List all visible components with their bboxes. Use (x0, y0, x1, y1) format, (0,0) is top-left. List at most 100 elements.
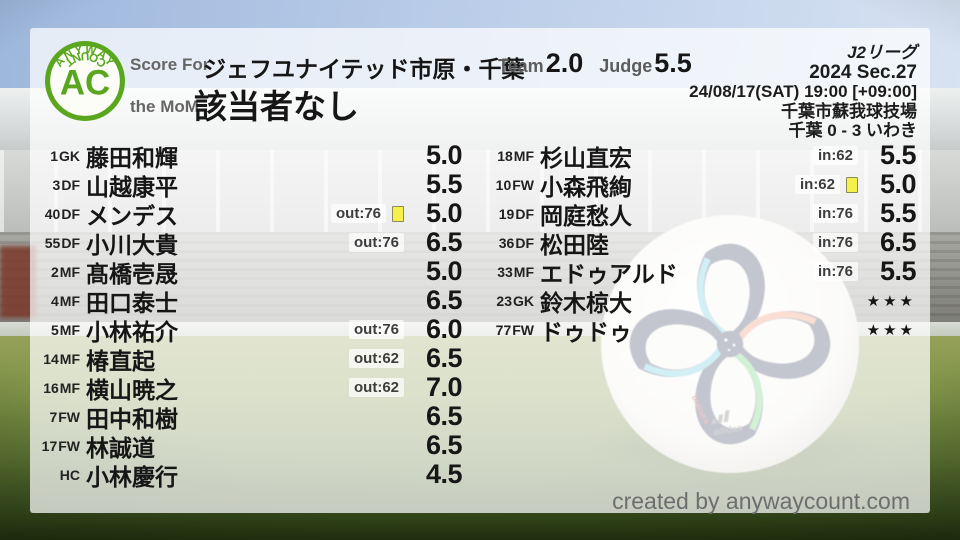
player-name: 林誠道 (86, 434, 155, 461)
player-row: 33 MF エドゥアルド in:76 5.5 (492, 256, 917, 287)
mom-value: 該当者なし (194, 88, 359, 125)
player-position: FW (512, 176, 534, 193)
player-name: 藤田和輝 (86, 144, 178, 171)
player-number-position: 3 DF (38, 177, 80, 193)
player-number: 33 (497, 263, 513, 280)
player-position: DF (515, 205, 534, 222)
team-name: ジェフユナイテッド市原・千葉 (203, 56, 525, 82)
player-name: エドゥアルド (540, 260, 678, 287)
player-score: 5.0 (425, 198, 463, 228)
player-number-position: 16 MF (38, 380, 80, 396)
player-number-position: 10 FW (492, 177, 534, 193)
score-for-label: Score For (130, 55, 210, 74)
player-number-position: 17 FW (38, 438, 80, 454)
player-number-position: 5 MF (38, 322, 80, 338)
player-number-position: 23 GK (492, 293, 534, 309)
player-name: 小森飛絢 (540, 173, 632, 200)
player-score: 5.5 (879, 198, 917, 228)
team-judge-scores: Team 2.0 Judge 5.5 (498, 48, 692, 79)
players-right-column: 18 MF 杉山直宏 in:62 5.5 10 FW 小森飛絢 in:62 5.0 … (492, 140, 917, 345)
player-score: 6.5 (425, 430, 463, 460)
player-number-position: HC (38, 467, 80, 483)
player-number: 14 (43, 350, 59, 367)
substitution-badge: out:62 (349, 377, 404, 398)
player-row: 55 DF 小川大貴 out:76 6.5 (38, 227, 463, 258)
player-score: 6.5 (425, 343, 463, 373)
player-name: ドゥドゥ (540, 318, 632, 345)
player-score: 6.5 (425, 285, 463, 315)
player-position: MF (59, 321, 80, 338)
anywaycount-logo: ANYWAY COUNT AC (45, 41, 125, 121)
player-score: 6.0 (425, 314, 463, 344)
player-name: 鈴木椋大 (540, 289, 632, 316)
player-position: MF (513, 147, 534, 164)
match-info-datetime: 24/08/17(SAT) 19:00 [+09:00] (689, 82, 917, 101)
player-name: 岡庭愁人 (540, 202, 632, 229)
player-position: MF (513, 263, 534, 280)
player-row: 16 MF 横山暁之 out:62 7.0 (38, 372, 462, 403)
player-number: 40 (44, 205, 61, 222)
player-number-position: 33 MF (492, 264, 534, 280)
player-name: 横山暁之 (86, 376, 178, 403)
player-row: 5 MF 小林祐介 out:76 6.0 (38, 314, 463, 345)
player-name: 杉山直宏 (540, 144, 632, 171)
player-score: 5.5 (425, 169, 463, 199)
player-position: FW (58, 437, 80, 454)
judge-score-value: 5.5 (654, 48, 692, 78)
match-info-section: 2024 Sec.27 (809, 61, 917, 83)
player-score: 5.0 (879, 169, 917, 199)
player-row: HC 小林慶行 4.5 (38, 459, 463, 490)
player-row: 36 DF 松田陸 in:76 6.5 (492, 227, 917, 258)
team-score-label: Team (498, 56, 544, 76)
player-row: 14 MF 椿直起 out:62 6.5 (38, 343, 463, 374)
player-position: GK (513, 292, 534, 309)
match-info: J2リーグ 2024 Sec.27 24/08/17(SAT) 19:00 [+… (689, 43, 917, 141)
substitution-badge: in:62 (794, 174, 840, 195)
player-position: DF (61, 205, 80, 222)
match-info-league: J2リーグ (847, 43, 917, 62)
player-name: 小川大貴 (86, 231, 178, 258)
player-score: 6.5 (425, 227, 463, 257)
player-number: 2 (50, 263, 59, 280)
player-name: 田口泰士 (86, 289, 178, 316)
player-score: ★★★ (866, 292, 916, 310)
player-score: 5.5 (879, 256, 917, 286)
player-number-position: 55 DF (38, 235, 80, 251)
substitution-badge: in:76 (812, 261, 858, 282)
player-number: 55 (44, 234, 61, 251)
player-number-position: 1 GK (38, 148, 80, 164)
player-name: 田中和樹 (86, 405, 178, 432)
yellow-card-icon (392, 205, 404, 222)
player-number: 7 (49, 408, 58, 425)
match-info-result: 千葉 0 - 3 いわき (788, 121, 917, 140)
substitution-badge: out:76 (349, 232, 404, 253)
player-number-position: 77 FW (492, 322, 534, 338)
player-score: 6.5 (425, 401, 463, 431)
player-row: 3 DF 山越康平 5.5 (38, 169, 463, 200)
player-number: 4 (50, 292, 59, 309)
player-name: 髙橋壱晟 (86, 260, 178, 287)
player-number: 5 (50, 321, 59, 338)
player-position: DF (515, 234, 534, 251)
player-position: HC (59, 466, 80, 483)
player-row: 4 MF 田口泰士 6.5 (38, 285, 463, 316)
player-position: MF (59, 292, 80, 309)
players-left-column: 1 GK 藤田和輝 5.0 3 DF 山越康平 5.5 40 DF メンデス out:… (38, 140, 463, 490)
player-score: ★★★ (866, 321, 916, 339)
player-name: メンデス (86, 202, 178, 229)
logo-arc-bottom: COUNT (61, 49, 109, 70)
player-number: 18 (497, 147, 513, 164)
match-info-venue: 千葉市蘇我球技場 (781, 101, 917, 121)
player-number-position: 14 MF (38, 351, 80, 367)
substitution-badge: out:76 (349, 319, 404, 340)
player-number-position: 4 MF (38, 293, 80, 309)
player-row: 7 FW 田中和樹 6.5 (38, 401, 463, 432)
content-panel: ANYWAY COUNT AC Score For ジェフユナイテッド市原・千葉… (30, 28, 930, 514)
player-position: MF (59, 350, 80, 367)
player-number-position: 19 DF (492, 206, 534, 222)
judge-score-label: Judge (599, 56, 653, 76)
player-row: 17 FW 林誠道 6.5 (38, 430, 463, 461)
player-row: 10 FW 小森飛絢 in:62 5.0 (492, 169, 917, 200)
player-number-position: 7 FW (38, 409, 80, 425)
player-row: 19 DF 岡庭愁人 in:76 5.5 (492, 198, 917, 229)
